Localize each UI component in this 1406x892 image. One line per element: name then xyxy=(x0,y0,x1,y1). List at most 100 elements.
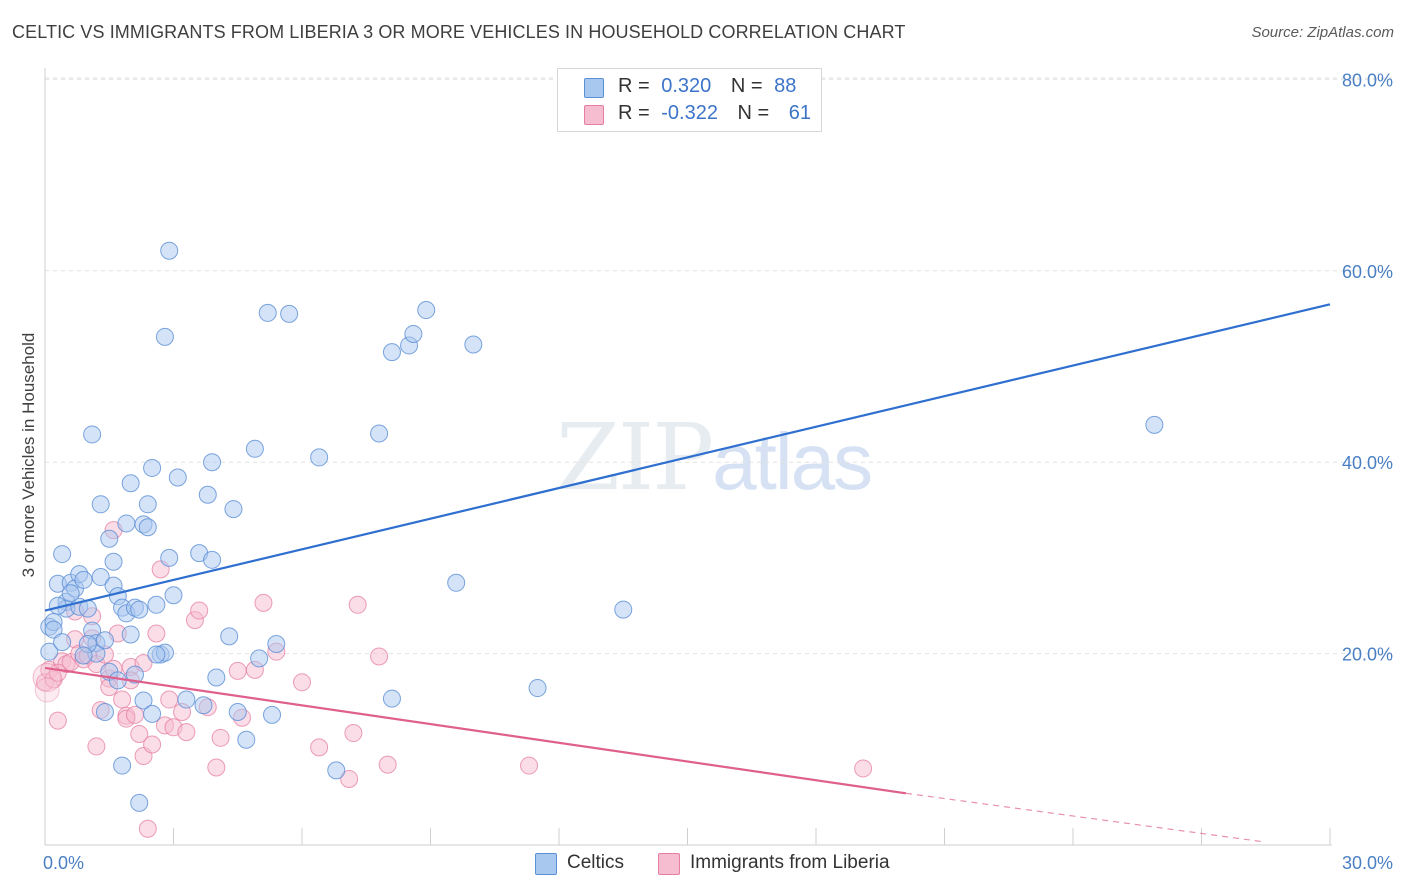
celtic-point xyxy=(382,343,401,362)
celtic-point xyxy=(117,514,136,533)
liberia-point xyxy=(143,735,162,754)
celtic-point xyxy=(91,495,110,514)
liberia-point xyxy=(370,647,389,666)
legend-r-label: R = xyxy=(618,102,650,124)
legend-n-label: N = xyxy=(730,75,763,97)
liberia-point xyxy=(48,711,67,730)
tick-labels: 20.0% 40.0% 60.0% 80.0% 0.0% 30.0% 3 or more V… xyxy=(19,70,1393,873)
liberia-point xyxy=(378,755,397,774)
liberia-point xyxy=(520,756,539,775)
celtic-point xyxy=(168,468,187,487)
legend-n-label: N = xyxy=(737,102,770,124)
liberia-point xyxy=(310,738,329,757)
celtic-point xyxy=(177,690,196,709)
liberia-point xyxy=(177,723,196,742)
celtic-points xyxy=(40,241,1164,812)
celtic-point xyxy=(91,568,110,587)
y-axis-label: 3 or more Vehicles in Household xyxy=(19,333,38,578)
celtic-point xyxy=(113,756,132,775)
celtic-point xyxy=(198,485,217,504)
legend-text-liberia: R = -0.322 N = 61 xyxy=(618,102,811,125)
celtic-point xyxy=(370,424,389,443)
celtic-point xyxy=(40,642,59,661)
source-label: Source: ZipAtlas.com xyxy=(1251,24,1394,41)
celtic-point xyxy=(417,301,436,320)
y-tick-label: 60.0% xyxy=(1342,262,1393,282)
legend-n-value: 88 xyxy=(774,75,797,97)
liberia-point xyxy=(293,673,311,692)
liberia-trend-line xyxy=(44,666,907,795)
celtic-point xyxy=(138,495,157,514)
celtic-point xyxy=(310,448,329,467)
celtic-point xyxy=(267,635,286,654)
legend-text-celtics: R = 0.320 N = 88 xyxy=(618,75,796,98)
liberia-point xyxy=(207,758,226,777)
celtic-point xyxy=(614,600,633,619)
liberia-point xyxy=(138,819,157,838)
liberia-point xyxy=(344,724,363,743)
celtic-point xyxy=(121,474,140,493)
celtic-point xyxy=(464,335,483,354)
celtic-trend-line xyxy=(44,303,1331,612)
celtic-point xyxy=(203,453,222,472)
celtic-point xyxy=(95,631,114,650)
bottom-label-celtics: Celtics xyxy=(567,852,625,873)
liberia-point-large xyxy=(34,677,60,703)
liberia-points xyxy=(32,521,873,838)
legend-swatch-liberia xyxy=(584,105,604,125)
celtic-point xyxy=(160,241,179,260)
celtic-point xyxy=(130,600,149,619)
liberia-point xyxy=(87,737,106,756)
celtic-point xyxy=(74,646,93,665)
liberia-point xyxy=(854,759,873,778)
celtic-point xyxy=(404,324,423,343)
celtic-point xyxy=(143,458,162,477)
celtic-point xyxy=(263,705,282,724)
x-tick-label-max: 30.0% xyxy=(1342,853,1393,873)
celtic-point xyxy=(104,552,123,571)
x-tick-label-min: 0.0% xyxy=(43,853,84,873)
celtic-point xyxy=(61,584,80,603)
celtic-point xyxy=(245,439,264,458)
celtic-point xyxy=(134,691,153,710)
bottom-swatch-celtics xyxy=(535,853,557,875)
celtic-point xyxy=(207,668,226,687)
liberia-point xyxy=(348,595,367,614)
celtic-point xyxy=(138,518,157,537)
liberia-point xyxy=(228,661,247,680)
legend-n-value: 61 xyxy=(788,102,812,124)
liberia-point xyxy=(254,593,273,612)
y-tick-label: 80.0% xyxy=(1342,70,1393,90)
liberia-point xyxy=(340,769,359,788)
celtic-point xyxy=(194,696,213,715)
celtic-point xyxy=(121,625,140,644)
liberia-point xyxy=(211,728,230,747)
liberia-point xyxy=(130,724,149,743)
celtic-point xyxy=(83,425,102,444)
liberia-trend-extension xyxy=(905,792,1266,843)
y-tick-label: 20.0% xyxy=(1342,645,1393,665)
correlation-legend: R = 0.320 N = 88 R = -0.322 N = 61 xyxy=(557,68,822,132)
celtic-point xyxy=(528,679,547,698)
legend-r-label: R = xyxy=(618,75,650,97)
celtic-point xyxy=(95,702,114,721)
celtic-point xyxy=(160,548,179,567)
liberia-point xyxy=(113,690,132,709)
chart-title: CELTIC VS IMMIGRANTS FROM LIBERIA 3 OR M… xyxy=(12,22,906,42)
celtic-point xyxy=(53,633,72,652)
liberia-point xyxy=(160,690,179,709)
legend-r-value: -0.322 xyxy=(661,102,718,124)
celtic-point xyxy=(237,730,256,749)
trend-lines xyxy=(44,303,1331,843)
celtic-point xyxy=(44,620,63,639)
celtic-point xyxy=(228,702,247,721)
bottom-swatch-liberia xyxy=(658,853,680,875)
y-tick-label: 40.0% xyxy=(1342,453,1393,473)
celtic-point xyxy=(382,689,401,708)
celtic-point xyxy=(100,529,119,548)
celtic-point xyxy=(203,550,222,569)
celtic-point xyxy=(164,586,183,605)
celtic-point xyxy=(1145,415,1164,434)
liberia-point xyxy=(147,624,166,643)
